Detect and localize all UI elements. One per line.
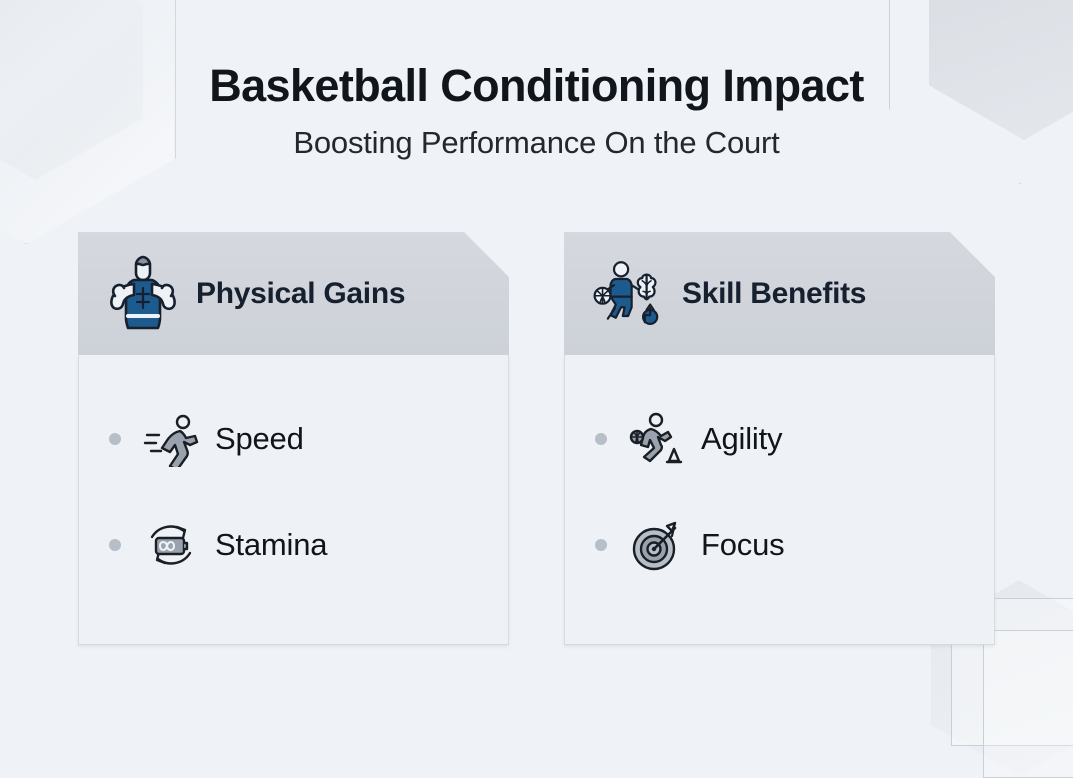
card-body-skill-benefits: Agility Focus <box>564 355 995 645</box>
list-item-label: Focus <box>701 527 785 562</box>
slide-header: Basketball Conditioning Impact Boosting … <box>0 60 1073 161</box>
list-item[interactable]: Speed <box>79 397 508 481</box>
bullet-dot <box>595 433 607 445</box>
card-title: Skill Benefits <box>682 276 867 310</box>
page-subtitle: Boosting Performance On the Court <box>293 124 780 160</box>
card-title: Physical Gains <box>196 276 406 310</box>
list-item-label: Speed <box>215 421 304 456</box>
list-item-label: Stamina <box>215 527 328 562</box>
list-item[interactable]: Focus <box>565 503 994 587</box>
target-bullseye-arrow-icon <box>632 521 677 571</box>
page-title: Basketball Conditioning Impact <box>209 60 864 111</box>
bullet-dot <box>109 433 121 445</box>
card-physical-gains: Physical Gains Speed <box>78 232 509 645</box>
folded-corner <box>950 232 995 277</box>
battery-infinity-recycle-icon <box>150 525 192 565</box>
list-item-label: Agility <box>701 421 783 456</box>
card-container: Physical Gains Speed <box>78 232 995 645</box>
card-body-physical-gains: Speed Stamina <box>78 355 509 645</box>
basketball-player-brain-icon <box>592 254 666 334</box>
card-header-skill-benefits: Skill Benefits <box>564 232 995 355</box>
bullet-dot <box>109 539 121 551</box>
flexing-athlete-icon <box>106 254 180 334</box>
frame-bottom-right-inner <box>983 630 1073 778</box>
card-header-physical-gains: Physical Gains <box>78 232 509 355</box>
folded-corner <box>464 232 509 277</box>
running-person-icon <box>143 414 199 467</box>
card-skill-benefits: Skill Benefits Agility <box>564 232 995 645</box>
list-item[interactable]: Stamina <box>79 503 508 587</box>
list-item[interactable]: Agility <box>565 397 994 481</box>
player-cone-drill-icon <box>629 412 683 464</box>
bullet-dot <box>595 539 607 551</box>
